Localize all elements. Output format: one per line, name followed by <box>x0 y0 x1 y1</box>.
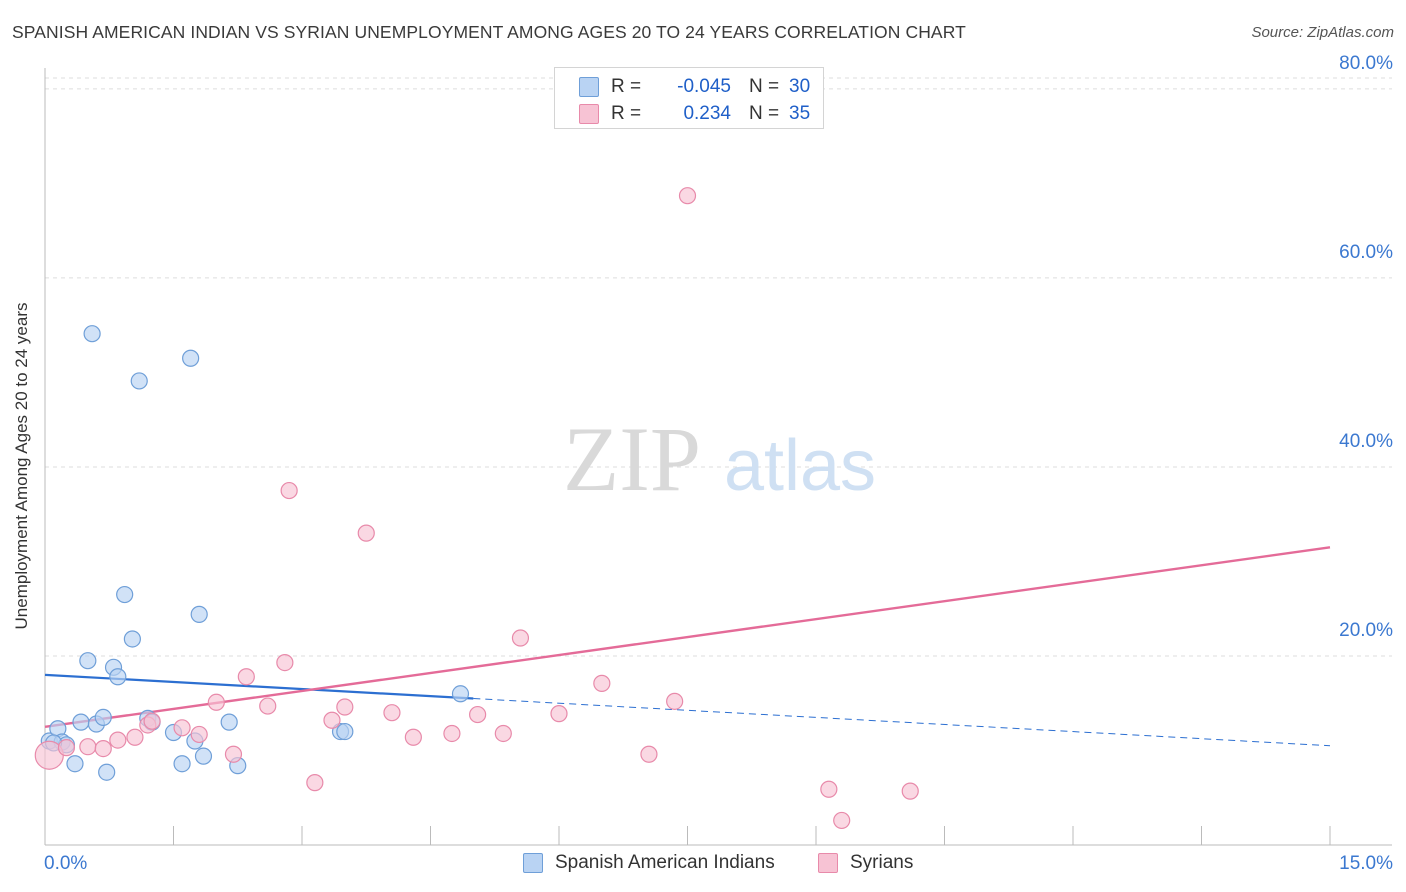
stats-box: R = -0.045 N = 30 R = 0.234 N = 35 <box>554 67 824 129</box>
source-label: Source: ZipAtlas.com <box>1251 24 1394 41</box>
y-tick-label: 40.0% <box>1339 431 1393 452</box>
point-syrian <box>280 481 298 500</box>
point-syrian <box>678 187 697 205</box>
legend: Spanish American Indians Syrians <box>0 852 1406 878</box>
point-syrian <box>336 698 354 716</box>
r-value: 0.234 <box>683 103 731 124</box>
point-syrian <box>494 724 512 743</box>
point-syrian <box>666 692 684 710</box>
point-syrian <box>126 728 144 746</box>
x-tick-label: 15.0% <box>1339 853 1393 874</box>
point-syrian <box>404 728 422 746</box>
point-spanish-american-indian <box>123 630 141 648</box>
watermark: ZIP atlas <box>563 408 876 510</box>
y-tick-label: 60.0% <box>1339 242 1393 263</box>
trend-line-spanish-dashed <box>473 698 1331 747</box>
point-spanish-american-indian <box>66 755 84 773</box>
point-syrian <box>79 738 97 756</box>
point-spanish-american-indian <box>173 755 191 773</box>
point-syrian <box>207 693 225 711</box>
y-axis-label: Unemployment Among Ages 20 to 24 years <box>2 303 42 630</box>
legend-blue-icon <box>523 853 543 873</box>
point-spanish-american-indian <box>194 747 213 765</box>
point-spanish-american-indian <box>79 652 97 670</box>
point-syrian <box>237 668 255 686</box>
y-axis-label-text: Unemployment Among Ages 20 to 24 years <box>12 302 31 630</box>
point-syrian <box>173 719 191 737</box>
axes <box>44 68 1392 846</box>
point-spanish-american-indian <box>182 349 200 367</box>
point-spanish-american-indian <box>72 713 90 731</box>
n-label: N = <box>749 103 780 124</box>
point-syrian <box>109 731 127 749</box>
point-syrian <box>306 774 324 792</box>
point-syrian <box>593 674 611 692</box>
point-syrian <box>323 711 341 729</box>
tick-labels: 20.0% 40.0% 60.0% 80.0% 0.0% 15.0% <box>44 53 1393 874</box>
point-spanish-american-indian <box>83 325 101 343</box>
point-syrian <box>224 745 243 763</box>
y-tick-label: 20.0% <box>1339 620 1393 641</box>
trend-lines <box>44 546 1331 747</box>
point-syrian <box>901 782 919 800</box>
legend-item-syrians[interactable]: Syrians <box>818 852 913 874</box>
point-spanish-american-indian <box>336 722 354 741</box>
data-points <box>34 100 919 830</box>
grid-lines <box>45 77 1392 657</box>
n-value: 35 <box>789 103 811 124</box>
swatch-blue-icon <box>579 77 599 97</box>
x-tick-label: 0.0% <box>44 853 87 874</box>
watermark-atlas: atlas <box>724 426 876 506</box>
point-syrian <box>143 712 161 730</box>
y-tick-label: 80.0% <box>1339 53 1393 74</box>
point-syrian <box>511 629 530 647</box>
point-syrian <box>820 780 838 798</box>
point-spanish-american-indian <box>451 685 470 703</box>
legend-pink-icon <box>818 853 838 873</box>
point-syrian <box>833 811 851 830</box>
point-syrian <box>259 697 277 715</box>
r-value: -0.045 <box>677 76 731 97</box>
stats-row-spanish: R = -0.045 N = 30 <box>579 74 810 100</box>
legend-label-spanish: Spanish American Indians <box>555 852 775 873</box>
point-syrian <box>276 653 294 672</box>
n-value: 30 <box>789 76 811 97</box>
point-spanish-american-indian <box>98 763 116 781</box>
n-label: N = <box>749 76 780 97</box>
point-syrian <box>550 705 568 723</box>
stats-row-syrians: R = 0.234 N = 35 <box>579 101 810 127</box>
point-spanish-american-indian <box>109 668 127 686</box>
point-syrian <box>190 725 208 744</box>
point-spanish-american-indian <box>220 713 238 731</box>
r-label: R = <box>611 103 642 124</box>
legend-label-syrians: Syrians <box>850 852 914 873</box>
point-spanish-american-indian <box>130 372 148 390</box>
point-syrian <box>469 705 487 724</box>
trend-line-syrians <box>44 546 1331 729</box>
point-syrian <box>357 524 375 542</box>
point-syrian <box>94 739 112 758</box>
r-label: R = <box>611 76 642 97</box>
point-syrian <box>383 704 401 722</box>
watermark-zip: ZIP <box>563 408 701 510</box>
point-syrian <box>57 739 76 757</box>
point-spanish-american-indian <box>190 605 208 623</box>
trend-line-spanish-solid <box>44 673 474 700</box>
point-spanish-american-indian <box>116 585 134 604</box>
point-spanish-american-indian <box>94 708 112 727</box>
swatch-pink-icon <box>579 104 599 124</box>
legend-item-spanish[interactable]: Spanish American Indians <box>523 852 775 874</box>
point-syrian <box>443 724 461 743</box>
point-syrian <box>640 745 658 763</box>
chart-title: SPANISH AMERICAN INDIAN VS SYRIAN UNEMPL… <box>12 22 966 42</box>
